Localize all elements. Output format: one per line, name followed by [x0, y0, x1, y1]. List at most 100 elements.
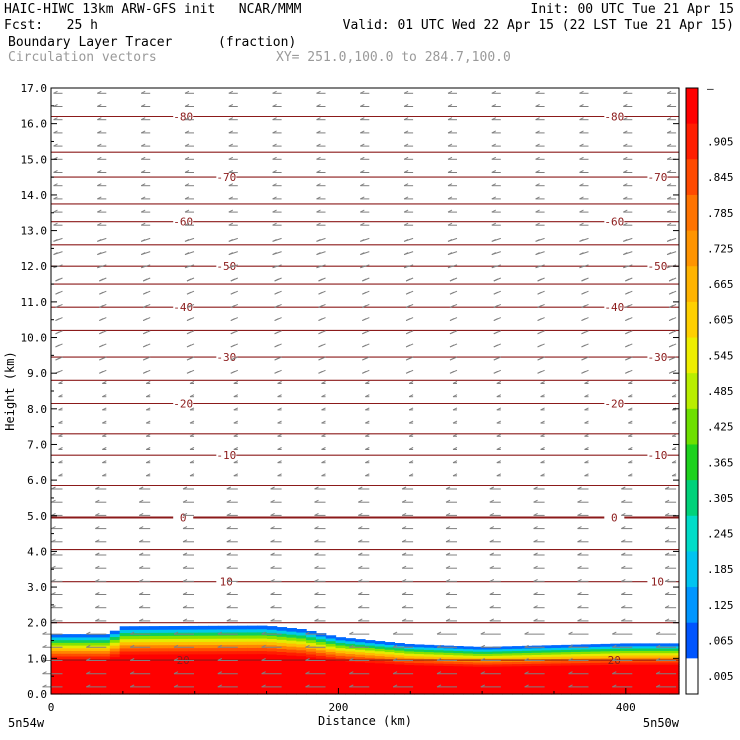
tracer-cell — [502, 670, 513, 673]
circulation-vector-head — [305, 631, 310, 635]
circulation-vector-head — [625, 357, 630, 361]
circulation-vector-head — [491, 117, 497, 121]
tracer-cell — [453, 646, 464, 649]
tracer-cell — [80, 672, 91, 676]
tracer-cell — [492, 661, 503, 665]
tracer-cell — [70, 661, 82, 665]
tracer-cell — [482, 678, 494, 682]
tracer-cell — [276, 630, 288, 634]
tracer-cell — [472, 661, 484, 665]
tracer-cell — [100, 669, 111, 673]
tracer-cell — [571, 649, 582, 652]
tracer-cell — [384, 677, 396, 681]
tracer-cell — [208, 644, 219, 649]
tracer-cell — [620, 682, 631, 686]
circulation-vector-head — [318, 304, 323, 308]
tracer-cell — [571, 676, 582, 679]
tracer-cell — [149, 647, 160, 652]
tracer-cell — [531, 667, 543, 671]
tracer-cell — [433, 674, 445, 677]
circulation-vector-head — [272, 252, 277, 256]
tracer-cell — [70, 674, 82, 679]
circulation-vector-head — [321, 460, 326, 464]
circulation-vector-head — [403, 238, 409, 242]
tracer-cell — [541, 682, 553, 686]
tracer-cell — [325, 685, 337, 690]
tracer-cell — [561, 656, 572, 659]
circulation-vector-head — [274, 304, 279, 308]
circulation-vector-head — [365, 420, 370, 424]
circulation-vector-head — [95, 486, 100, 490]
tracer-cell — [188, 656, 199, 661]
circulation-vector-head — [577, 512, 582, 516]
tracer-cell — [227, 675, 239, 680]
tracer-cell — [590, 648, 602, 652]
circulation-vector-head — [182, 486, 188, 490]
tracer-cell — [355, 651, 366, 655]
tracer-cell — [109, 679, 121, 684]
tracer-cell — [433, 656, 445, 660]
tracer-cell — [119, 635, 131, 640]
circulation-vector-head — [226, 565, 232, 569]
tracer-cell — [335, 688, 346, 693]
tracer-cell — [168, 669, 180, 673]
tracer-cell — [296, 664, 307, 668]
circulation-vector-head — [540, 394, 545, 398]
tracer-cell — [649, 691, 660, 695]
tracer-cell — [590, 664, 602, 668]
tracer-cell — [80, 666, 91, 671]
tracer-cell — [659, 673, 670, 677]
tracer-cell — [502, 667, 513, 671]
circulation-vector-head — [623, 196, 628, 200]
tracer-cell — [590, 662, 602, 666]
tracer-cell — [129, 690, 140, 695]
tracer-cell — [551, 669, 562, 673]
tracer-cell — [266, 644, 278, 649]
circulation-vector-head — [405, 344, 411, 348]
tracer-cell — [208, 638, 219, 642]
tracer-cell — [70, 688, 82, 692]
tracer-cell — [100, 661, 111, 665]
circulation-vector-head — [270, 486, 275, 490]
tracer-cell — [639, 666, 651, 670]
tracer-cell — [629, 668, 641, 672]
tracer-cell — [610, 673, 621, 677]
tracer-cell — [571, 671, 582, 675]
circulation-vector-head — [142, 291, 148, 295]
circulation-vector-head — [138, 605, 144, 609]
tracer-cell — [384, 646, 396, 650]
circulation-vector-head — [51, 565, 56, 569]
tracer-cell — [237, 656, 248, 661]
contour-label-bg — [604, 397, 625, 410]
circulation-vector-head — [496, 381, 502, 384]
circulation-vector-head — [53, 130, 58, 134]
tracer-cell — [659, 682, 670, 686]
circulation-vector-head — [138, 552, 144, 556]
tracer-cell — [51, 680, 62, 684]
circulation-vector-head — [540, 407, 545, 411]
tracer-cell — [649, 673, 660, 677]
tracer-cell — [463, 650, 474, 654]
circulation-vector-head — [189, 420, 195, 424]
tracer-cell — [649, 666, 660, 670]
contour-label: -80 — [604, 111, 624, 124]
tracer-cell — [492, 689, 503, 693]
tracer-cell — [188, 675, 199, 680]
tracer-cell — [453, 667, 464, 671]
tracer-cell — [208, 628, 219, 633]
tracer-cell — [443, 656, 454, 660]
contour-label-bg — [216, 449, 237, 462]
tracer-cell — [629, 666, 641, 670]
tracer-cell — [335, 637, 346, 641]
tracer-cell — [168, 650, 180, 655]
tracer-cell — [70, 636, 82, 641]
colorbar-label: .065 — [707, 635, 734, 648]
circulation-vector-head — [272, 156, 277, 160]
tracer-cell — [610, 666, 621, 670]
circulation-vector-head — [655, 658, 661, 661]
tracer-cell — [590, 655, 602, 659]
tracer-cell — [286, 685, 297, 689]
tracer-cell — [129, 626, 140, 630]
tracer-cell — [541, 687, 553, 691]
circulation-vector-head — [537, 304, 542, 308]
